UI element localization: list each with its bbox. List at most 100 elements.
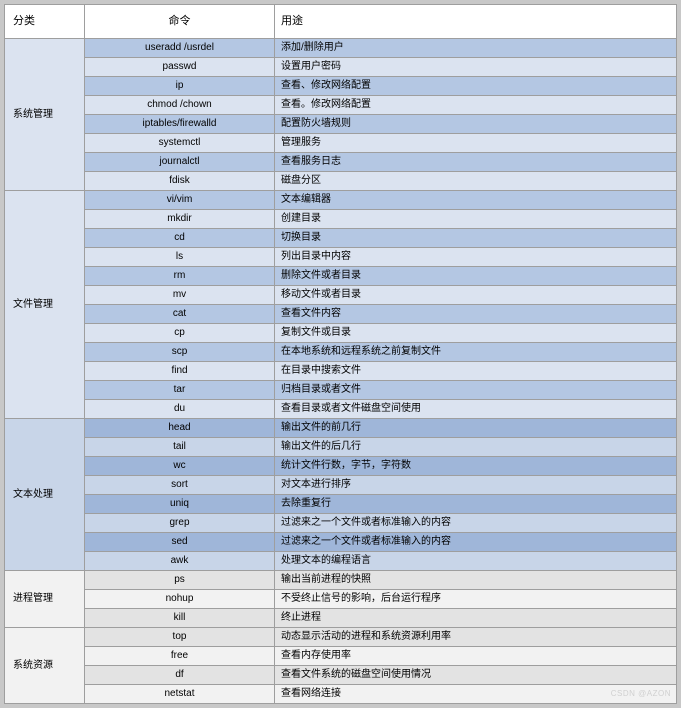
usage-cell: 不受终止信号的影响，后台运行程序	[275, 590, 677, 609]
table-row: sort对文本进行排序	[5, 476, 677, 495]
command-cell: awk	[85, 552, 275, 571]
table-row: awk处理文本的编程语言	[5, 552, 677, 571]
usage-cell: 切换目录	[275, 229, 677, 248]
command-cell: chmod /chown	[85, 96, 275, 115]
command-cell: useradd /usrdel	[85, 39, 275, 58]
table-container: 分类 命令 用途 系统管理useradd /usrdel添加/删除用户passw…	[4, 4, 677, 704]
command-cell: ip	[85, 77, 275, 96]
usage-cell: 查看文件系统的磁盘空间使用情况	[275, 666, 677, 685]
table-row: nohup不受终止信号的影响，后台运行程序	[5, 590, 677, 609]
header-row: 分类 命令 用途	[5, 5, 677, 39]
usage-cell: 动态显示活动的进程和系统资源利用率	[275, 628, 677, 647]
command-cell: kill	[85, 609, 275, 628]
category-cell: 文本处理	[5, 419, 85, 571]
category-cell: 进程管理	[5, 571, 85, 628]
usage-cell: 配置防火墙规则	[275, 115, 677, 134]
command-cell: head	[85, 419, 275, 438]
table-row: passwd设置用户密码	[5, 58, 677, 77]
table-row: ls列出目录中内容	[5, 248, 677, 267]
usage-cell: 复制文件或目录	[275, 324, 677, 343]
usage-cell: 创建目录	[275, 210, 677, 229]
command-cell: vi/vim	[85, 191, 275, 210]
command-cell: systemctl	[85, 134, 275, 153]
usage-cell: 管理服务	[275, 134, 677, 153]
usage-cell: 查看目录或者文件磁盘空间使用	[275, 400, 677, 419]
command-cell: grep	[85, 514, 275, 533]
command-cell: tar	[85, 381, 275, 400]
usage-cell: 磁盘分区	[275, 172, 677, 191]
command-cell: ps	[85, 571, 275, 590]
table-row: mkdir创建目录	[5, 210, 677, 229]
table-row: 文本处理head输出文件的前几行	[5, 419, 677, 438]
command-cell: iptables/firewalld	[85, 115, 275, 134]
command-cell: passwd	[85, 58, 275, 77]
command-cell: free	[85, 647, 275, 666]
usage-cell: 文本编辑器	[275, 191, 677, 210]
table-row: 系统管理useradd /usrdel添加/删除用户	[5, 39, 677, 58]
table-row: sed过滤来之一个文件或者标准输入的内容	[5, 533, 677, 552]
usage-cell: 查看网络连接	[275, 685, 677, 704]
table-row: cd切换目录	[5, 229, 677, 248]
table-row: iptables/firewalld配置防火墙规则	[5, 115, 677, 134]
command-cell: nohup	[85, 590, 275, 609]
usage-cell: 查看内存使用率	[275, 647, 677, 666]
table-row: netstat查看网络连接	[5, 685, 677, 704]
command-cell: sed	[85, 533, 275, 552]
table-row: free查看内存使用率	[5, 647, 677, 666]
command-cell: wc	[85, 457, 275, 476]
table-row: ip查看、修改网络配置	[5, 77, 677, 96]
usage-cell: 处理文本的编程语言	[275, 552, 677, 571]
command-cell: cat	[85, 305, 275, 324]
table-row: fdisk磁盘分区	[5, 172, 677, 191]
command-cell: du	[85, 400, 275, 419]
table-row: scp在本地系统和远程系统之前复制文件	[5, 343, 677, 362]
table-row: kill终止进程	[5, 609, 677, 628]
usage-cell: 去除重复行	[275, 495, 677, 514]
table-row: uniq去除重复行	[5, 495, 677, 514]
table-row: mv移动文件或者目录	[5, 286, 677, 305]
usage-cell: 在本地系统和远程系统之前复制文件	[275, 343, 677, 362]
table-row: 进程管理ps输出当前进程的快照	[5, 571, 677, 590]
category-cell: 文件管理	[5, 191, 85, 419]
table-row: cp复制文件或目录	[5, 324, 677, 343]
table-body: 系统管理useradd /usrdel添加/删除用户passwd设置用户密码ip…	[5, 39, 677, 704]
table-row: 文件管理vi/vim文本编辑器	[5, 191, 677, 210]
command-cell: fdisk	[85, 172, 275, 191]
usage-cell: 查看文件内容	[275, 305, 677, 324]
command-cell: journalctl	[85, 153, 275, 172]
command-cell: mv	[85, 286, 275, 305]
table-row: systemctl管理服务	[5, 134, 677, 153]
header-usage: 用途	[275, 5, 677, 39]
category-cell: 系统资源	[5, 628, 85, 704]
usage-cell: 设置用户密码	[275, 58, 677, 77]
command-table: 分类 命令 用途 系统管理useradd /usrdel添加/删除用户passw…	[4, 4, 677, 704]
command-cell: sort	[85, 476, 275, 495]
usage-cell: 添加/删除用户	[275, 39, 677, 58]
usage-cell: 列出目录中内容	[275, 248, 677, 267]
usage-cell: 对文本进行排序	[275, 476, 677, 495]
header-command: 命令	[85, 5, 275, 39]
command-cell: ls	[85, 248, 275, 267]
table-row: df查看文件系统的磁盘空间使用情况	[5, 666, 677, 685]
table-row: cat查看文件内容	[5, 305, 677, 324]
table-row: grep过滤来之一个文件或者标准输入的内容	[5, 514, 677, 533]
usage-cell: 过滤来之一个文件或者标准输入的内容	[275, 533, 677, 552]
usage-cell: 输出文件的前几行	[275, 419, 677, 438]
command-cell: tail	[85, 438, 275, 457]
usage-cell: 输出当前进程的快照	[275, 571, 677, 590]
usage-cell: 输出文件的后几行	[275, 438, 677, 457]
table-row: chmod /chown查看。修改网络配置	[5, 96, 677, 115]
table-row: find在目录中搜索文件	[5, 362, 677, 381]
command-cell: cp	[85, 324, 275, 343]
command-cell: df	[85, 666, 275, 685]
command-cell: cd	[85, 229, 275, 248]
table-row: journalctl查看服务日志	[5, 153, 677, 172]
table-row: rm删除文件或者目录	[5, 267, 677, 286]
command-cell: top	[85, 628, 275, 647]
usage-cell: 终止进程	[275, 609, 677, 628]
usage-cell: 删除文件或者目录	[275, 267, 677, 286]
usage-cell: 查看、修改网络配置	[275, 77, 677, 96]
usage-cell: 归档目录或者文件	[275, 381, 677, 400]
table-row: du查看目录或者文件磁盘空间使用	[5, 400, 677, 419]
command-cell: find	[85, 362, 275, 381]
